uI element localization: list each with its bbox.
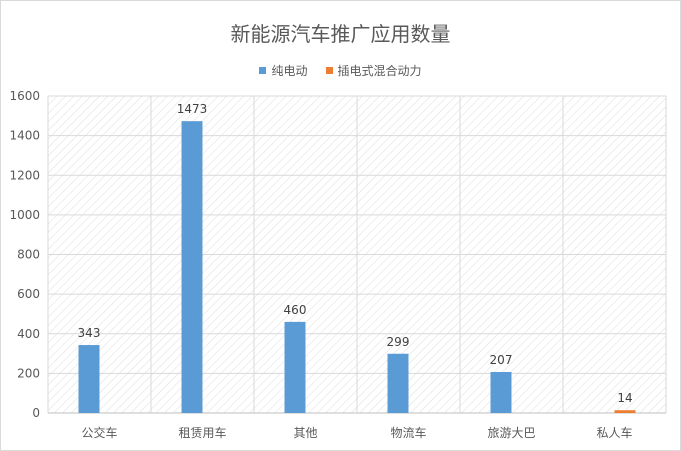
data-label-series-1-5: 14 bbox=[617, 391, 632, 405]
y-tick-label-6: 1200 bbox=[9, 168, 40, 182]
y-tick-label-4: 800 bbox=[17, 248, 40, 262]
x-tick-label-0: 公交车 bbox=[81, 425, 117, 440]
y-tick-label-0: 0 bbox=[32, 406, 40, 420]
legend-item-series-1: 插电式混合动力 bbox=[325, 62, 422, 79]
legend-item-series-0: 纯电动 bbox=[259, 62, 308, 79]
chart-title: 新能源汽车推广应用数量 bbox=[230, 22, 451, 46]
y-tick-label-8: 1600 bbox=[9, 89, 40, 103]
legend-label-series-1: 插电式混合动力 bbox=[337, 64, 422, 78]
x-tick-label-2: 其他 bbox=[293, 426, 317, 440]
y-tick-label-2: 400 bbox=[17, 327, 40, 341]
data-label-series-0-4: 207 bbox=[490, 353, 513, 367]
data-label-series-0-0: 343 bbox=[78, 326, 101, 340]
bar-series-0-3 bbox=[387, 353, 409, 413]
x-tick-label-1: 租赁用车 bbox=[178, 425, 226, 440]
y-tick-label-1: 200 bbox=[17, 366, 40, 380]
legend: 纯电动 插电式混合动力 bbox=[0, 62, 681, 79]
x-tick-label-5: 私人车 bbox=[596, 425, 632, 440]
y-tick-label-3: 600 bbox=[17, 287, 40, 301]
legend-swatch-series-0 bbox=[259, 67, 267, 74]
data-label-series-0-1: 1473 bbox=[177, 102, 208, 116]
bar-series-0-4 bbox=[490, 371, 512, 413]
x-tick-label-4: 旅游大巴 bbox=[487, 426, 535, 440]
y-tick-label-7: 1400 bbox=[9, 129, 40, 143]
bar-series-1-5 bbox=[614, 410, 636, 413]
legend-swatch-series-1 bbox=[325, 67, 333, 74]
data-label-series-0-2: 460 bbox=[284, 303, 307, 317]
data-label-series-0-3: 299 bbox=[387, 335, 410, 349]
bar-series-0-0 bbox=[78, 345, 100, 413]
x-tick-label-3: 物流车 bbox=[390, 425, 426, 440]
legend-label-series-0: 纯电动 bbox=[271, 64, 308, 78]
y-tick-label-5: 1000 bbox=[9, 208, 40, 222]
bar-series-0-1 bbox=[181, 121, 203, 414]
bar-series-0-2 bbox=[284, 321, 306, 413]
